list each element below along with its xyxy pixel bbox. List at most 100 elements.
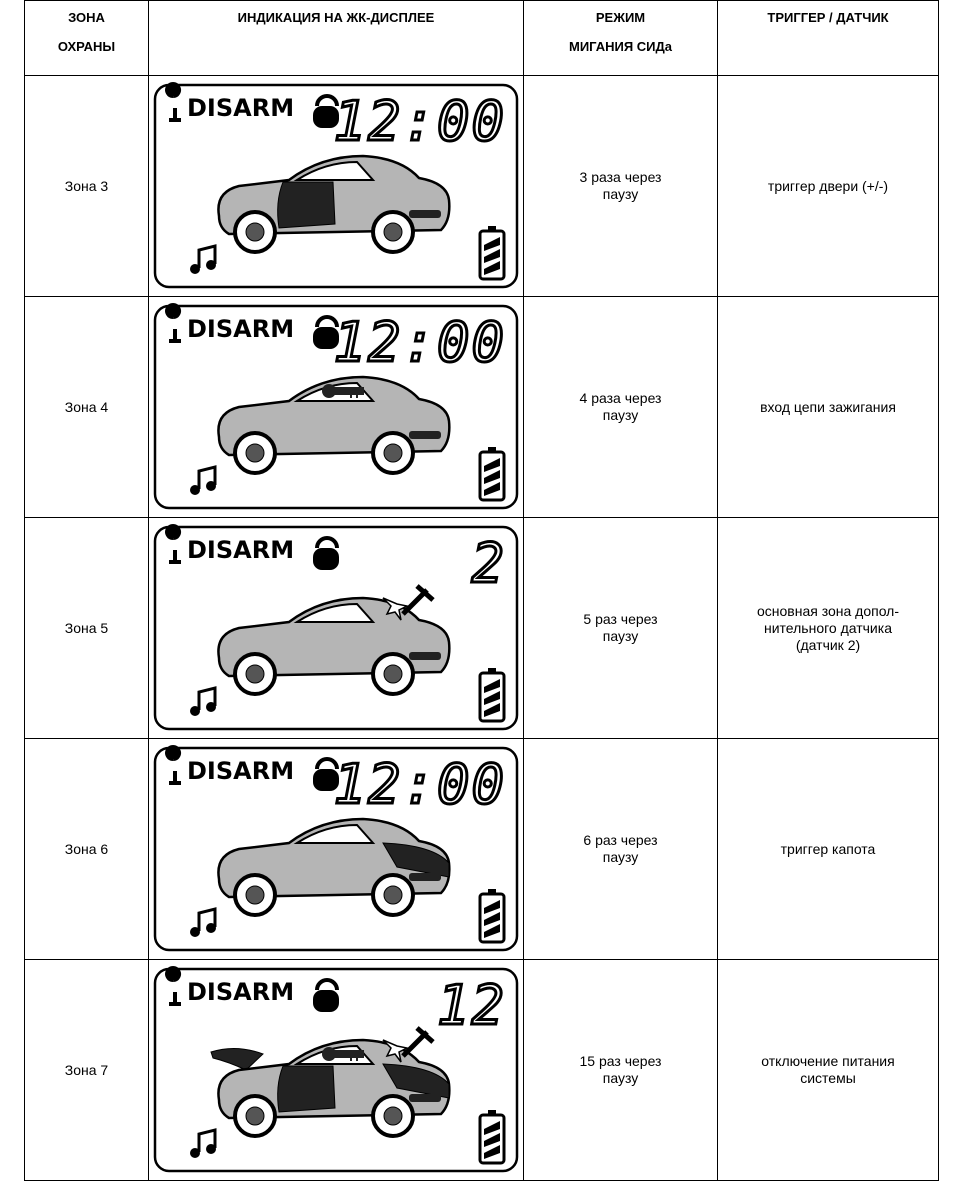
grille <box>409 1094 441 1102</box>
music-note-icon <box>197 244 217 268</box>
battery-bar <box>484 691 500 705</box>
wheel-hub <box>245 664 265 684</box>
car-illustration <box>217 584 451 696</box>
zone-cell: Зона 4 <box>24 296 149 518</box>
battery-icon <box>488 668 496 673</box>
battery-bar <box>484 261 500 275</box>
car-illustration <box>217 817 451 917</box>
blink-cell: 3 раза через паузу <box>523 75 718 297</box>
page: ЗОНА ОХРАНЫ ИНДИКАЦИЯ НА ЖК-ДИСПЛЕЕ РЕЖИ… <box>24 0 939 1181</box>
lcd-display: DISARM 12:00 <box>153 745 519 952</box>
trigger-cell: вход цепи зажигания <box>717 296 939 518</box>
car-window <box>293 823 376 844</box>
music-note-icon <box>190 1148 200 1158</box>
table-row: Зона 6 DISARM 12:00 6 раз через паузу тригге… <box>24 738 939 960</box>
lock-icon <box>313 327 339 349</box>
lock-icon <box>315 315 339 328</box>
table-row: Зона 7 DISARM 12 15 раз через паузу отключен… <box>24 959 939 1181</box>
lcd-cell: DISARM 12 <box>148 959 524 1181</box>
music-note-icon <box>190 927 200 937</box>
music-note-icon <box>190 485 200 495</box>
battery-bar <box>484 237 500 251</box>
wheel-hub <box>245 443 265 463</box>
trigger-cell: триггер двери (+/-) <box>717 75 939 297</box>
car-window <box>293 160 376 181</box>
battery-bar <box>484 1145 500 1159</box>
zone-cell: Зона 5 <box>24 517 149 739</box>
lcd-display: DISARM 2 <box>153 524 519 731</box>
lcd-display: DISARM 12 <box>153 966 519 1173</box>
lcd-time: 12:00 <box>333 311 506 374</box>
lcd-time: 12 <box>437 974 506 1037</box>
battery-icon <box>488 1110 496 1115</box>
lcd-cell: DISARM 12:00 <box>148 75 524 297</box>
battery-icon <box>488 226 496 231</box>
battery-bar <box>484 679 500 693</box>
battery-bar <box>484 458 500 472</box>
music-note-icon <box>206 1144 216 1154</box>
header-row: ЗОНА ОХРАНЫ ИНДИКАЦИЯ НА ЖК-ДИСПЛЕЕ РЕЖИ… <box>24 0 939 76</box>
lcd-cell: DISARM 2 <box>148 517 524 739</box>
car-illustration <box>217 154 451 254</box>
music-note-icon <box>197 465 217 489</box>
door-open <box>277 1065 336 1113</box>
lcd-cell: DISARM 12:00 <box>148 296 524 518</box>
lock-icon <box>313 548 339 570</box>
battery-icon <box>488 889 496 894</box>
battery-bar <box>484 470 500 484</box>
lcd-display: DISARM 12:00 <box>153 303 519 510</box>
grille <box>409 431 441 439</box>
lock-icon <box>315 978 339 991</box>
lcd-time: 12:00 <box>333 753 506 816</box>
key-fob-icon <box>165 82 182 122</box>
battery-bar <box>484 1121 500 1135</box>
hammer-icon <box>401 584 435 616</box>
car-window <box>293 602 376 623</box>
header-cell: ЗОНА ОХРАНЫ <box>24 0 149 76</box>
hood-open <box>382 842 450 878</box>
table-row: Зона 3 DISARM 12:00 3 раза через паузу тригг… <box>24 75 939 297</box>
key-icon <box>334 387 364 398</box>
blink-cell: 4 раза через паузу <box>523 296 718 518</box>
lcd-status: DISARM <box>187 978 294 1006</box>
music-note-icon <box>197 1128 217 1152</box>
trigger-cell: триггер капота <box>717 738 939 960</box>
battery-bar <box>484 900 500 914</box>
wheel-hub <box>383 443 403 463</box>
zone-cell: Зона 7 <box>24 959 149 1181</box>
blink-cell: 15 раз через паузу <box>523 959 718 1181</box>
table-body: Зона 3 DISARM 12:00 3 раза через паузу тригг… <box>24 75 939 1181</box>
lock-icon <box>315 757 339 770</box>
lcd-status: DISARM <box>187 757 294 785</box>
lcd-status: DISARM <box>187 94 294 122</box>
zone-table: ЗОНА ОХРАНЫ ИНДИКАЦИЯ НА ЖК-ДИСПЛЕЕ РЕЖИ… <box>24 0 939 1181</box>
key-icon <box>334 1050 364 1061</box>
lcd-status: DISARM <box>187 315 294 343</box>
wheel-hub <box>245 1106 265 1126</box>
lcd-display: DISARM 12:00 <box>153 82 519 289</box>
music-note-icon <box>206 923 216 933</box>
grille <box>409 652 441 660</box>
key-fob-icon <box>165 745 182 785</box>
header-cell: ИНДИКАЦИЯ НА ЖК-ДИСПЛЕЕ <box>148 0 524 76</box>
music-note-icon <box>190 264 200 274</box>
battery-bar <box>484 249 500 263</box>
key-fob-icon <box>165 966 182 1006</box>
impact-icon <box>382 597 410 621</box>
battery-bar <box>484 924 500 938</box>
key-icon <box>322 1047 336 1061</box>
header-cell: РЕЖИМ МИГАНИЯ СИДа <box>523 0 718 76</box>
wheel-hub <box>383 885 403 905</box>
music-note-icon <box>197 686 217 710</box>
music-note-icon <box>206 481 216 491</box>
wheel-hub <box>383 222 403 242</box>
blink-cell: 5 раз через паузу <box>523 517 718 739</box>
wheel-hub <box>383 1106 403 1126</box>
table-row: Зона 5 DISARM 2 5 раз через паузу основная з… <box>24 517 939 739</box>
music-note-icon <box>206 260 216 270</box>
battery-bar <box>484 482 500 496</box>
lock-icon <box>315 536 339 549</box>
zone-cell: Зона 6 <box>24 738 149 960</box>
key-fob-icon <box>165 524 182 564</box>
music-note-icon <box>206 702 216 712</box>
